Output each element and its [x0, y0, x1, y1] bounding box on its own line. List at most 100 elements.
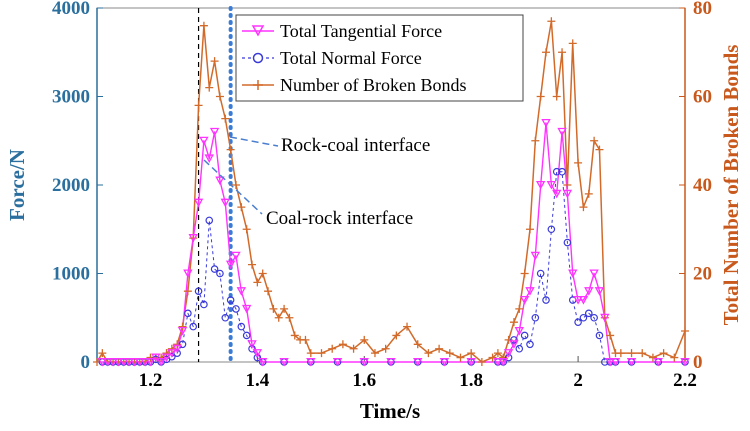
data-point-bonds — [253, 278, 262, 287]
data-point-bonds — [258, 269, 267, 278]
data-point-bonds — [595, 145, 604, 154]
data-point-normal — [547, 225, 556, 234]
data-point-tangential — [568, 269, 578, 279]
data-point-tangential — [680, 357, 690, 367]
data-point-bonds — [509, 318, 518, 327]
data-point-bonds — [477, 358, 486, 366]
data-point-bonds — [328, 344, 337, 353]
data-point-tangential — [535, 180, 546, 190]
data-point-normal — [178, 340, 187, 349]
data-point-normal — [536, 269, 545, 278]
data-point-tangential — [204, 154, 214, 164]
data-point-bonds — [681, 327, 689, 336]
data-point-bonds — [381, 344, 390, 353]
data-point-bonds — [360, 335, 369, 344]
data-point-bonds — [584, 189, 593, 198]
axis-ticks-layer: 1.2 1.4 1.6 1.8 2 2.2010002000300040000204060… — [52, 0, 712, 391]
legend-label-normal: Total Normal Force — [280, 48, 422, 68]
legend-marker-circle — [252, 52, 264, 64]
data-point-bonds — [648, 353, 657, 362]
data-point-tangential — [332, 357, 343, 367]
data-point-normal — [531, 313, 540, 322]
data-point-tangential — [209, 127, 220, 137]
data-point-bonds — [98, 349, 107, 358]
data-point-tangential — [541, 119, 551, 128]
markers-layer — [93, 17, 690, 367]
data-point-tangential — [605, 357, 615, 367]
data-point-bonds — [248, 260, 257, 269]
data-point-tangential — [600, 313, 610, 323]
data-point-bonds — [221, 114, 230, 123]
data-point-normal — [590, 313, 598, 322]
data-point-tangential — [413, 357, 423, 367]
x-axis-label: Time/s — [360, 399, 420, 423]
data-point-normal — [200, 300, 208, 309]
data-point-normal — [579, 313, 588, 322]
rock-coal-annotation: Rock-coal interface — [281, 135, 430, 156]
data-point-bonds — [370, 349, 379, 358]
data-point-bonds — [194, 101, 203, 110]
data-point-bonds — [547, 17, 556, 26]
data-point-tangential — [225, 260, 236, 270]
data-point-bonds — [579, 203, 588, 212]
data-point-bonds — [445, 349, 454, 358]
data-point-tangential — [498, 357, 508, 367]
data-point-bonds — [183, 287, 192, 296]
data-point-tangential — [493, 357, 503, 367]
data-point-tangential — [252, 349, 263, 358]
data-point-tangential — [167, 349, 177, 358]
data-point-normal — [205, 216, 214, 225]
data-point-normal — [515, 344, 524, 353]
data-point-normal — [520, 331, 529, 340]
data-point-bonds — [199, 21, 208, 30]
legend-label-bonds: Number of Broken Bonds — [280, 75, 466, 95]
y-left-tick-label: 1000 — [52, 264, 90, 285]
x-tick-label: 1.8 — [459, 370, 483, 391]
y-left-axis-label: Force/N — [5, 149, 29, 221]
data-point-tangential — [241, 304, 252, 314]
data-point-normal — [210, 265, 219, 273]
data-point-bonds — [424, 349, 433, 358]
legend-entry-tangential: Total Tangential Force — [242, 21, 442, 41]
data-point-bonds — [493, 349, 502, 358]
data-point-bonds — [226, 145, 235, 154]
y-right-tick-label: 40 — [693, 175, 712, 196]
data-point-bonds — [590, 136, 599, 145]
data-point-normal — [189, 322, 198, 331]
data-point-tangential — [562, 189, 573, 199]
data-point-tangential — [231, 251, 241, 261]
data-point-normal — [242, 331, 251, 340]
data-point-tangential — [151, 353, 161, 363]
legend-marker-plus — [253, 80, 263, 90]
legend-marker-triangle — [251, 25, 265, 37]
y-right-tick-label: 0 — [693, 352, 703, 373]
data-point-bonds — [435, 344, 444, 353]
data-point-bonds — [606, 331, 615, 340]
data-point-tangential — [135, 357, 145, 367]
data-point-tangential — [140, 357, 150, 367]
data-point-tangential — [108, 357, 118, 367]
data-point-tangential — [359, 357, 369, 367]
data-point-bonds — [670, 353, 679, 362]
legend: Total Tangential Force Total Normal Forc… — [235, 14, 524, 102]
data-point-normal — [237, 322, 246, 331]
data-point-tangential — [552, 189, 562, 199]
data-point-tangential — [172, 344, 182, 354]
coal-rock-leader-line — [203, 159, 263, 215]
data-point-bonds — [237, 203, 246, 212]
data-point-tangential — [589, 269, 599, 279]
data-point-bonds — [306, 349, 315, 358]
data-point-tangential — [610, 357, 621, 367]
data-point-tangential — [247, 340, 257, 349]
y-right-tick-label: 20 — [693, 264, 712, 285]
legend-entry-bonds: Number of Broken Bonds — [242, 75, 466, 95]
x-tick-label: 1.6 — [352, 370, 376, 391]
data-point-normal — [510, 336, 518, 344]
data-point-bonds — [290, 331, 299, 340]
x-tick-label: 1.2 — [139, 370, 163, 391]
data-point-normal — [595, 331, 604, 340]
data-point-bonds — [542, 48, 551, 57]
x-tick-label: 1.4 — [245, 370, 269, 391]
